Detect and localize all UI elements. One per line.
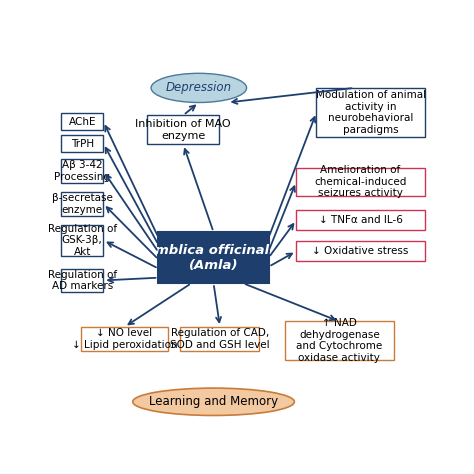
Text: TrPH: TrPH	[71, 138, 94, 148]
FancyBboxPatch shape	[181, 327, 259, 351]
Text: Emblica officinalis
(Amla): Emblica officinalis (Amla)	[146, 244, 281, 272]
Text: Inhibition of MAO
enzyme: Inhibition of MAO enzyme	[136, 119, 231, 141]
Text: ↓ Oxidative stress: ↓ Oxidative stress	[312, 246, 409, 256]
Text: Modulation of animal
activity in
neurobehavioral
paradigms: Modulation of animal activity in neurobe…	[316, 90, 426, 135]
Text: Regulation of
GSK-3β,
Akt: Regulation of GSK-3β, Akt	[48, 224, 117, 257]
Ellipse shape	[151, 73, 246, 102]
FancyBboxPatch shape	[61, 159, 103, 183]
Text: β-secretase
enzyme: β-secretase enzyme	[52, 193, 113, 215]
Text: ↓ TNFα and IL-6: ↓ TNFα and IL-6	[319, 215, 402, 225]
FancyBboxPatch shape	[61, 192, 103, 216]
Text: Aβ 3-42
Processing: Aβ 3-42 Processing	[54, 160, 110, 182]
Text: ↓ NO level
↓ Lipid peroxidation: ↓ NO level ↓ Lipid peroxidation	[72, 328, 177, 350]
FancyBboxPatch shape	[147, 115, 219, 145]
FancyBboxPatch shape	[296, 210, 425, 230]
FancyBboxPatch shape	[296, 168, 425, 196]
FancyBboxPatch shape	[61, 225, 103, 256]
FancyBboxPatch shape	[296, 241, 425, 261]
Text: ↑ NAD
dehydrogenase
and Cytochrome
oxidase activity: ↑ NAD dehydrogenase and Cytochrome oxida…	[296, 318, 383, 363]
FancyBboxPatch shape	[61, 269, 103, 292]
Text: Depression: Depression	[166, 82, 232, 94]
FancyBboxPatch shape	[285, 321, 393, 360]
Text: AChE: AChE	[68, 117, 96, 127]
FancyBboxPatch shape	[316, 88, 425, 137]
FancyBboxPatch shape	[158, 232, 269, 283]
Text: Learning and Memory: Learning and Memory	[149, 395, 278, 408]
FancyBboxPatch shape	[61, 113, 103, 130]
Text: Amelioration of
chemical-induced
seizures activity: Amelioration of chemical-induced seizure…	[314, 165, 407, 199]
FancyBboxPatch shape	[82, 327, 168, 351]
Text: Regulation of CAD,
SOD and GSH level: Regulation of CAD, SOD and GSH level	[170, 328, 270, 350]
Ellipse shape	[133, 388, 294, 416]
Text: Regulation of
AD markers: Regulation of AD markers	[48, 270, 117, 291]
FancyBboxPatch shape	[61, 136, 103, 152]
